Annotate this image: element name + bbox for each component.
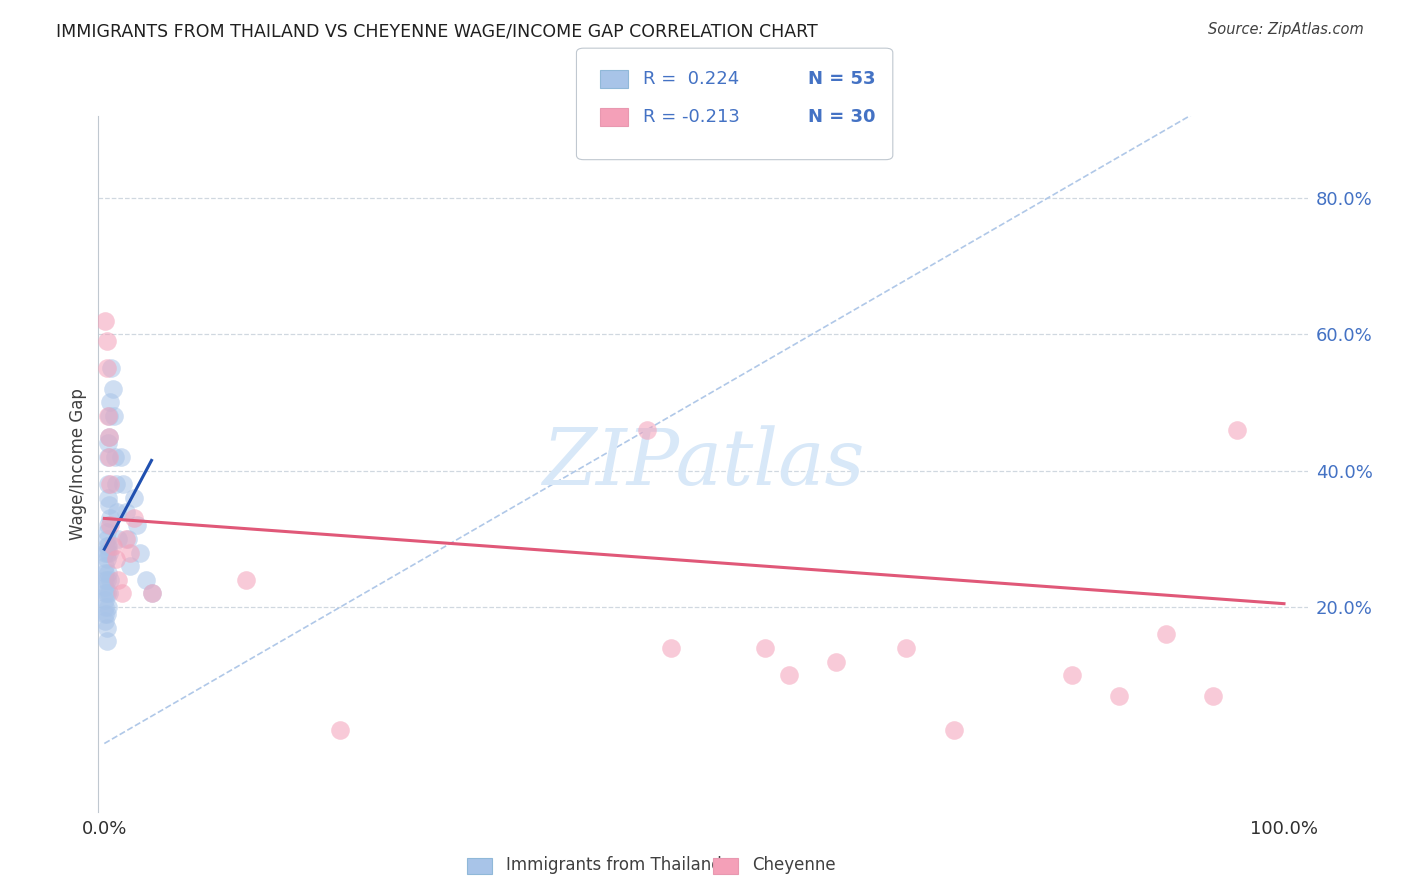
Point — [97, 491, 120, 505]
Point — [659, 640, 682, 655]
Point — [96, 552, 118, 566]
Point — [101, 382, 124, 396]
Point — [107, 532, 129, 546]
Point — [98, 429, 121, 443]
Point — [120, 559, 142, 574]
Point — [97, 409, 120, 423]
Point — [97, 539, 120, 553]
Point — [98, 477, 121, 491]
Text: ZIPatlas: ZIPatlas — [541, 425, 865, 502]
Point — [105, 477, 128, 491]
Point — [96, 532, 118, 546]
Text: N = 30: N = 30 — [808, 108, 876, 126]
Point — [96, 634, 118, 648]
Point — [141, 586, 163, 600]
Point — [98, 498, 121, 512]
Point — [636, 423, 658, 437]
Point — [107, 573, 129, 587]
Point — [94, 545, 117, 559]
Point — [94, 607, 117, 621]
Point — [110, 450, 132, 464]
Point — [94, 566, 117, 580]
Point — [1108, 689, 1130, 703]
Point — [778, 668, 800, 682]
Text: N = 53: N = 53 — [808, 70, 876, 88]
Point — [111, 586, 134, 600]
Point — [94, 580, 117, 594]
Point — [896, 640, 918, 655]
Point — [94, 313, 117, 327]
Point — [98, 573, 121, 587]
Point — [105, 505, 128, 519]
Point — [96, 524, 118, 539]
Point — [96, 607, 118, 621]
Point — [1060, 668, 1083, 682]
Point — [94, 573, 117, 587]
Point — [94, 559, 117, 574]
Point — [97, 436, 120, 450]
Point — [96, 545, 118, 559]
Point — [96, 334, 118, 348]
Point — [1154, 627, 1177, 641]
Point — [135, 573, 157, 587]
Point — [942, 723, 965, 737]
Point — [114, 532, 136, 546]
Point — [114, 505, 136, 519]
Text: Source: ZipAtlas.com: Source: ZipAtlas.com — [1208, 22, 1364, 37]
Point — [98, 586, 121, 600]
Point — [94, 614, 117, 628]
Point — [98, 545, 121, 559]
Point — [329, 723, 352, 737]
Point — [98, 450, 121, 464]
Point — [1226, 423, 1249, 437]
Point — [105, 552, 128, 566]
Y-axis label: Wage/Income Gap: Wage/Income Gap — [69, 388, 87, 540]
Point — [97, 450, 120, 464]
Point — [97, 518, 120, 533]
Text: R =  0.224: R = 0.224 — [643, 70, 738, 88]
Point — [94, 586, 117, 600]
Point — [98, 518, 121, 533]
Point — [127, 518, 149, 533]
Point — [824, 655, 846, 669]
Point — [94, 600, 117, 615]
Point — [98, 395, 121, 409]
Point — [97, 477, 120, 491]
Point — [94, 593, 117, 607]
Point — [98, 409, 121, 423]
Point — [141, 586, 163, 600]
Point — [96, 586, 118, 600]
Point — [100, 361, 122, 376]
Text: R = -0.213: R = -0.213 — [643, 108, 740, 126]
Text: Cheyenne: Cheyenne — [752, 856, 835, 874]
Point — [122, 491, 145, 505]
Point — [235, 573, 257, 587]
Point — [101, 539, 124, 553]
Point — [96, 361, 118, 376]
Point — [96, 621, 118, 635]
Point — [112, 477, 135, 491]
Point — [117, 532, 139, 546]
Point — [1202, 689, 1225, 703]
Point — [754, 640, 776, 655]
Point — [96, 573, 118, 587]
Point — [128, 545, 150, 559]
Point — [96, 539, 118, 553]
Point — [103, 409, 125, 423]
Point — [98, 511, 121, 525]
Text: Immigrants from Thailand: Immigrants from Thailand — [506, 856, 721, 874]
Point — [98, 429, 121, 443]
Point — [122, 511, 145, 525]
Point — [104, 450, 127, 464]
Text: IMMIGRANTS FROM THAILAND VS CHEYENNE WAGE/INCOME GAP CORRELATION CHART: IMMIGRANTS FROM THAILAND VS CHEYENNE WAG… — [56, 22, 818, 40]
Point — [97, 566, 120, 580]
Point — [97, 600, 120, 615]
Point — [120, 545, 142, 559]
